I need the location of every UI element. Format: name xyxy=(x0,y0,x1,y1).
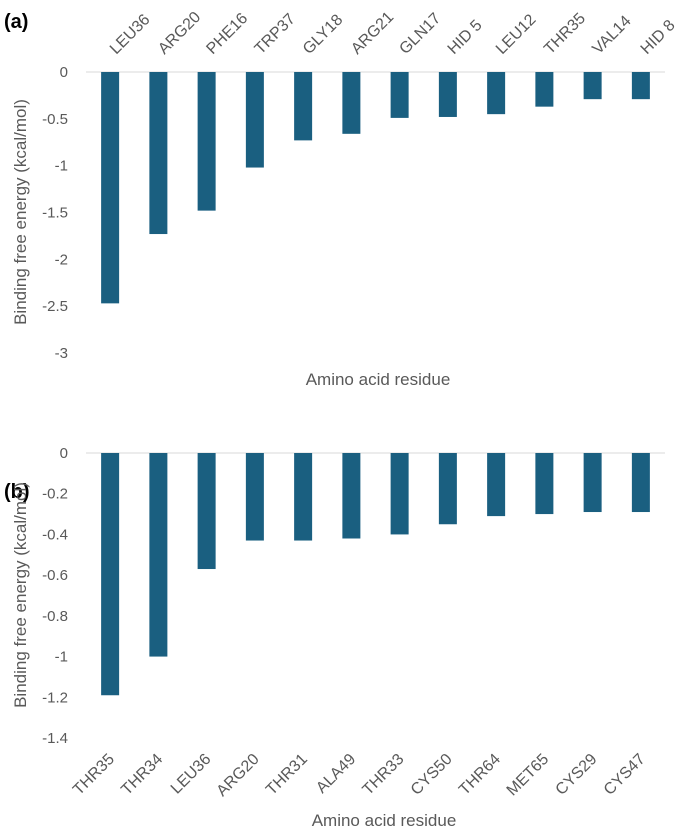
y-ticks-b: 0 -0.2 -0.4 -0.6 -0.8 -1 -1.2 -1.4 xyxy=(42,445,68,747)
category-label: HID 5 xyxy=(445,17,486,58)
category-label: CYS47 xyxy=(601,751,649,799)
bar-arg20 xyxy=(149,72,168,235)
category-label: LEU12 xyxy=(493,11,540,58)
bar-hid-5 xyxy=(438,72,457,117)
bar-leu12 xyxy=(487,72,506,115)
bar-cys47 xyxy=(631,453,650,513)
category-label: ALA49 xyxy=(313,751,359,797)
category-label: LEU36 xyxy=(168,751,215,798)
bar-cys29 xyxy=(583,453,602,513)
category-label: THR35 xyxy=(541,10,589,58)
panel-label-a: (a) xyxy=(4,11,28,33)
y-tick-label-a: -2 xyxy=(55,251,68,268)
category-label: THR33 xyxy=(360,751,408,799)
bars-a xyxy=(101,72,650,304)
category-label: GLY18 xyxy=(300,11,346,57)
bar-gly18 xyxy=(294,72,313,141)
y-tick-label-b: -1.2 xyxy=(42,689,68,706)
bar-arg20 xyxy=(245,453,264,541)
y-tick-label-b: -0.8 xyxy=(42,608,68,625)
bar-cys50 xyxy=(438,453,457,525)
y-ticks-a: 0 -0.5 -1 -1.5 -2 -2.5 -3 xyxy=(42,64,68,362)
category-label: CYS50 xyxy=(408,751,456,799)
y-tick-label-a: -2.5 xyxy=(42,298,68,315)
y-tick-label-b: -0.4 xyxy=(42,526,68,543)
y-tick-label-b: -1.4 xyxy=(42,730,68,747)
category-label: MET65 xyxy=(504,751,553,800)
category-label: ARG20 xyxy=(214,751,263,800)
category-label: PHE16 xyxy=(203,10,251,58)
category-label: ARG20 xyxy=(155,9,204,58)
category-label: THR31 xyxy=(263,751,311,799)
y-tick-label-b: -0.2 xyxy=(42,486,68,503)
category-label: ARG21 xyxy=(348,9,397,58)
category-label: CYS29 xyxy=(553,751,601,799)
bar-thr64 xyxy=(487,453,506,517)
y-tick-label-a: -1 xyxy=(55,158,68,175)
chart-panel-b: (b) Binding free energy (kcal/mol) Amino… xyxy=(4,445,665,830)
chart-panel-a: (a) Binding free energy (kcal/mol) Amino… xyxy=(4,9,679,389)
y-tick-label-a: 0 xyxy=(60,64,68,81)
bars-b xyxy=(101,453,650,696)
y-tick-label-a: -1.5 xyxy=(42,205,68,222)
bar-thr34 xyxy=(149,453,168,657)
bar-leu36 xyxy=(197,453,216,570)
bar-ala49 xyxy=(342,453,361,539)
bar-thr35 xyxy=(101,453,120,696)
category-label: GLN17 xyxy=(396,10,444,58)
category-label: THR64 xyxy=(456,751,504,799)
y-tick-label-a: -3 xyxy=(55,345,68,362)
y-axis-title-b: Binding free energy (kcal/mol) xyxy=(11,482,30,708)
bar-gln17 xyxy=(390,72,409,118)
bar-thr31 xyxy=(294,453,313,541)
bar-met65 xyxy=(535,453,554,515)
category-label: VAL14 xyxy=(589,13,634,58)
y-axis-title-a: Binding free energy (kcal/mol) xyxy=(11,99,30,325)
bar-arg21 xyxy=(342,72,361,134)
bar-val14 xyxy=(583,72,602,100)
y-tick-label-b: 0 xyxy=(60,445,68,462)
y-tick-label-a: -0.5 xyxy=(42,111,68,128)
y-tick-label-b: -1 xyxy=(55,649,68,666)
category-labels-b: THR35 THR34 LEU36 ARG20 THR31 ALA49 THR33 CYS50… xyxy=(70,751,649,800)
bar-thr35 xyxy=(535,72,554,107)
bar-hid-8 xyxy=(631,72,650,100)
category-label: THR34 xyxy=(118,751,166,799)
category-label: LEU36 xyxy=(107,11,154,58)
x-axis-title-b: Amino acid residue xyxy=(312,811,457,830)
bar-leu36 xyxy=(101,72,120,304)
category-label: HID 8 xyxy=(638,17,679,58)
bar-trp37 xyxy=(245,72,264,168)
bar-thr33 xyxy=(390,453,409,535)
x-axis-title-a: Amino acid residue xyxy=(306,370,451,389)
category-label: THR35 xyxy=(70,751,118,799)
panel-label-b: (b) xyxy=(4,481,30,503)
y-tick-label-b: -0.6 xyxy=(42,567,68,584)
bar-phe16 xyxy=(197,72,216,211)
category-label: TRP37 xyxy=(252,11,299,58)
category-labels-a: LEU36 ARG20 PHE16 TRP37 GLY18 ARG21 GLN17 HID 5… xyxy=(107,9,679,58)
